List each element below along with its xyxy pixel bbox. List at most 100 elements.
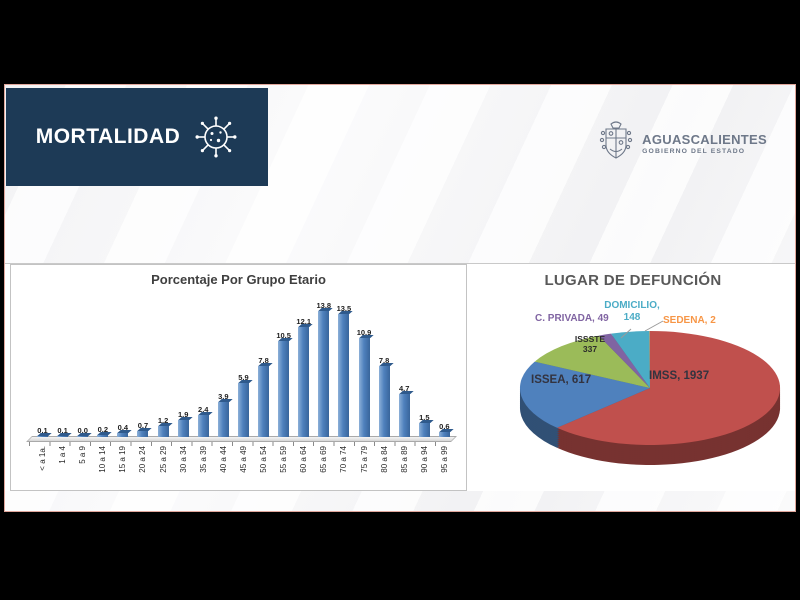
- state-logo: AGUASCALIENTES GOBIERNO DEL ESTADO: [598, 119, 767, 170]
- bar-chart-panel: Porcentaje Por Grupo Etario 0.1 0.1 0.0 0.2…: [10, 264, 467, 491]
- logo-subtitle: GOBIERNO DEL ESTADO: [642, 148, 746, 156]
- bar: [57, 435, 69, 437]
- charts-row: Porcentaje Por Grupo Etario 0.1 0.1 0.0 0.2…: [5, 263, 795, 491]
- bar-value-label: 13.8: [316, 301, 332, 311]
- bar-category-label: 15 a 19: [118, 446, 128, 473]
- bar-column: 7.8: [254, 356, 273, 437]
- bar-value-label: 0.7: [137, 420, 149, 430]
- logo-name: AGUASCALIENTES: [642, 132, 767, 148]
- bar-column: 13.5: [334, 304, 353, 437]
- bar: [137, 430, 149, 437]
- bar-column: 0.6: [435, 422, 454, 437]
- bar-category-label: 10 a 14: [98, 446, 108, 473]
- bar-column: 0.1: [53, 425, 72, 437]
- bar-value-label: 1.9: [177, 409, 189, 419]
- bar: [77, 435, 89, 437]
- pie-leader-line: [620, 328, 632, 339]
- bar: [237, 383, 249, 437]
- bar-category-label: 20 a 24: [138, 446, 148, 473]
- bar: [338, 314, 350, 437]
- pie-slice-imss: [557, 331, 781, 445]
- bar-value-label: 10.5: [276, 331, 291, 341]
- bar-column: 0.1: [33, 426, 52, 437]
- bar-value-label: 13.5: [336, 304, 352, 314]
- bar-category-label: 95 a 99: [439, 446, 449, 473]
- bar-column: 3.9: [214, 392, 233, 437]
- bar-category-label: 35 a 39: [198, 446, 208, 473]
- bar: [318, 311, 330, 437]
- bar-value-label: 10.9: [356, 327, 372, 337]
- coat-of-arms-icon: [598, 119, 634, 170]
- bar: [97, 435, 109, 437]
- bar-category-label: 45 a 49: [238, 446, 248, 473]
- bar-value-label: 0.1: [57, 425, 68, 435]
- bar-category-label: 55 a 59: [279, 446, 289, 473]
- bar: [358, 337, 370, 437]
- bar-category-label: 60 a 64: [299, 446, 309, 473]
- bar-column: 10.5: [274, 331, 293, 437]
- bar-value-label: 1.5: [419, 413, 430, 423]
- pie-label-sedena: SEDENA, 2: [663, 315, 716, 326]
- bar-column: 1.5: [415, 413, 434, 437]
- bar: [298, 326, 310, 437]
- bar: [177, 419, 189, 437]
- pie-label-imss: IMSS, 1937: [649, 370, 710, 382]
- bar-column: 2.4: [194, 405, 213, 437]
- bar-category-label: 70 a 74: [339, 446, 349, 473]
- bar-category-label: 90 a 94: [419, 446, 429, 473]
- bar-column: 0.4: [113, 423, 132, 437]
- bar-value-label: 12.1: [296, 316, 312, 326]
- bar: [37, 435, 48, 437]
- bar-chart-title: Porcentaje Por Grupo Etario: [151, 272, 326, 287]
- pie-label-issste: ISSSTE 337: [574, 334, 606, 354]
- bar-column: 0.0: [73, 425, 92, 437]
- bar-value-label: 2.4: [198, 405, 209, 415]
- bar: [217, 401, 229, 437]
- bar-category-label: 50 a 54: [259, 446, 269, 473]
- bar-chart-categories: < a 1a. 1 a 4 5 a 9 10 a 14 15 a 19 20 a 24 25…: [33, 446, 454, 488]
- bar-chart-bars: 0.1 0.1 0.0 0.2 0.4 0.7 1.2 1.9 2.4 3.9 5.9 7.8 10.5…: [33, 297, 454, 437]
- bar-value-label: 0.0: [77, 425, 88, 435]
- bar: [418, 423, 430, 437]
- bar-column: 10.9: [355, 328, 374, 437]
- bar-category-label: 5 a 9: [78, 446, 88, 464]
- bar-column: 4.7: [395, 384, 414, 437]
- pie-label-domicilio: DOMICILIO, 148: [604, 300, 660, 323]
- pie-slice-sedena: [649, 330, 650, 388]
- bar-value-label: 0.4: [117, 423, 129, 433]
- bar: [378, 366, 390, 437]
- pie-label-issea: ISSEA, 617: [531, 374, 592, 386]
- pie-chart-svg: [519, 320, 781, 465]
- bar-column: 0.2: [93, 425, 112, 437]
- pie-leader-line: [644, 320, 664, 332]
- slide: MORTALIDAD: [4, 84, 796, 512]
- bar-value-label: 3.9: [218, 391, 229, 401]
- bar-value-label: 7.8: [258, 356, 269, 366]
- bar-category-label: 25 a 29: [158, 446, 168, 473]
- bar-value-label: 4.7: [398, 384, 410, 394]
- bar-column: 1.9: [174, 410, 193, 437]
- bar-category-label: 30 a 34: [178, 446, 188, 473]
- bar-category-label: 75 a 79: [359, 446, 369, 473]
- bar-value-label: 0.6: [439, 421, 450, 431]
- banner-title: MORTALIDAD: [35, 125, 181, 148]
- pie-slice-issste: [534, 335, 650, 388]
- bar-column: 0.7: [133, 421, 152, 437]
- pie-label-c-privada: C. PRIVADA, 49: [535, 313, 609, 324]
- bar-category-label: 85 a 89: [399, 446, 409, 473]
- pie-chart-title: LUGAR DE DEFUNCIÓN: [544, 272, 722, 289]
- bar-value-label: 1.2: [157, 416, 169, 426]
- bar-value-label: 0.2: [97, 425, 108, 435]
- pie-chart-panel: LUGAR DE DEFUNCIÓN IMSS, 1937 ISSEA, 617 I…: [471, 264, 795, 491]
- bar: [278, 341, 290, 437]
- bar-column: 12.1: [294, 317, 313, 437]
- bar-category-label: 1 a 4: [58, 446, 68, 464]
- bar-category-label: 65 a 69: [319, 446, 329, 473]
- bar: [157, 426, 169, 437]
- mortality-banner: MORTALIDAD: [6, 88, 268, 186]
- bar-column: 13.8: [314, 301, 333, 437]
- bar: [117, 433, 129, 437]
- pie-slice-issea: [519, 361, 650, 428]
- bar-column: 7.8: [375, 356, 394, 437]
